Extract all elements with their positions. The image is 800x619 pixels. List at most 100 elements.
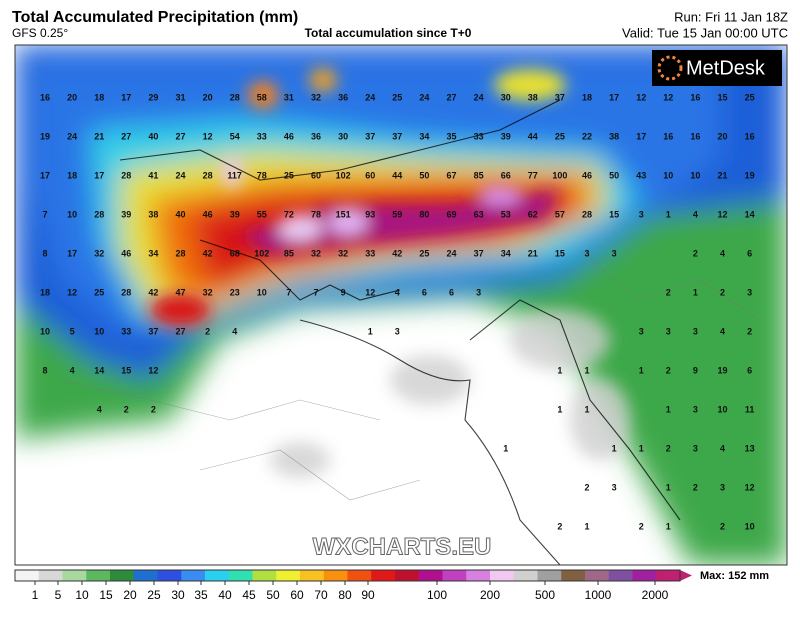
map-value: 12 <box>636 92 646 102</box>
map-value: 21 <box>717 170 727 180</box>
colorbar-tick-label: 80 <box>338 588 352 602</box>
colorbar-segment <box>347 570 372 581</box>
map-value: 3 <box>612 248 617 258</box>
map-value: 15 <box>555 248 565 258</box>
map-value: 1 <box>503 443 508 453</box>
map-value: 16 <box>690 131 700 141</box>
map-value: 39 <box>121 209 131 219</box>
map-value: 35 <box>446 131 456 141</box>
map-value: 34 <box>419 131 429 141</box>
colorbar-tick-label: 30 <box>171 588 185 602</box>
map-value: 53 <box>501 209 511 219</box>
map-value: 28 <box>203 170 213 180</box>
map-value: 9 <box>341 287 346 297</box>
map-value: 2 <box>205 326 210 336</box>
colorbar-segment <box>300 570 325 581</box>
map-value: 4 <box>97 404 102 414</box>
map-value: 24 <box>67 131 77 141</box>
map-value: 6 <box>449 287 454 297</box>
colorbar-segment <box>395 570 420 581</box>
map-value: 28 <box>121 287 131 297</box>
colorbar-tick-label: 1000 <box>585 588 612 602</box>
map-value: 6 <box>747 248 752 258</box>
map-value: 12 <box>663 92 673 102</box>
map-value: 29 <box>148 92 158 102</box>
map-value: 50 <box>419 170 429 180</box>
map-value: 15 <box>121 365 131 375</box>
colorbar-segment <box>252 570 277 581</box>
map-value: 2 <box>666 287 671 297</box>
map-value: 72 <box>284 209 294 219</box>
map-value: 6 <box>422 287 427 297</box>
map-value: 3 <box>693 404 698 414</box>
map-value: 33 <box>121 326 131 336</box>
map-value: 46 <box>284 131 294 141</box>
map-value: 25 <box>94 287 104 297</box>
map-value: 32 <box>311 248 321 258</box>
map-value: 1 <box>666 521 671 531</box>
map-value: 85 <box>474 170 484 180</box>
map-value: 37 <box>392 131 402 141</box>
colorbar-tick-label: 20 <box>123 588 137 602</box>
map-value: 21 <box>94 131 104 141</box>
colorbar-tick-label: 60 <box>290 588 304 602</box>
map-value: 19 <box>40 131 50 141</box>
map-value: 2 <box>720 287 725 297</box>
map-value: 1 <box>557 365 562 375</box>
map-value: 1 <box>584 521 589 531</box>
map-value: 16 <box>745 131 755 141</box>
colorbar-tick-label: 50 <box>266 588 280 602</box>
map-value: 57 <box>555 209 565 219</box>
map-value: 12 <box>148 365 158 375</box>
colorbar-segment <box>86 570 111 581</box>
map-value: 10 <box>690 170 700 180</box>
map-value: 1 <box>666 482 671 492</box>
map-value: 54 <box>230 131 240 141</box>
map-value: 102 <box>254 248 269 258</box>
map-value: 12 <box>745 482 755 492</box>
map-value: 33 <box>365 248 375 258</box>
map-value: 7 <box>42 209 47 219</box>
colorbar-segment <box>228 570 253 581</box>
map-value: 25 <box>745 92 755 102</box>
map-value: 28 <box>175 248 185 258</box>
map-value: 10 <box>257 287 267 297</box>
map-value: 28 <box>121 170 131 180</box>
map-value: 66 <box>501 170 511 180</box>
map-value: 1 <box>639 365 644 375</box>
map-value: 32 <box>311 92 321 102</box>
map-value: 17 <box>636 131 646 141</box>
map-value: 55 <box>257 209 267 219</box>
map-value: 19 <box>745 170 755 180</box>
map-value: 16 <box>663 131 673 141</box>
map-value: 9 <box>693 365 698 375</box>
map-value: 4 <box>720 443 725 453</box>
map-value: 16 <box>690 92 700 102</box>
map-value: 4 <box>232 326 237 336</box>
map-value: 20 <box>717 131 727 141</box>
map-value: 43 <box>636 170 646 180</box>
map-value: 32 <box>338 248 348 258</box>
colorbar-tick-label: 40 <box>218 588 232 602</box>
colorbar-segment <box>466 570 491 581</box>
map-value: 10 <box>745 521 755 531</box>
colorbar-tick-label: 15 <box>99 588 113 602</box>
watermark: WXCHARTS.EU <box>313 533 492 560</box>
map-value: 23 <box>230 287 240 297</box>
map-value: 14 <box>745 209 755 219</box>
map-value: 10 <box>67 209 77 219</box>
colorbar-segment <box>656 570 681 581</box>
map-value: 60 <box>311 170 321 180</box>
map-value: 1 <box>666 209 671 219</box>
colorbar-segment <box>38 570 63 581</box>
map-value: 38 <box>148 209 158 219</box>
map-value: 18 <box>582 92 592 102</box>
map-value: 1 <box>584 365 589 375</box>
map-value: 3 <box>612 482 617 492</box>
colorbar-segment <box>632 570 657 581</box>
map-value: 3 <box>639 209 644 219</box>
map-value: 151 <box>336 209 351 219</box>
map-value: 28 <box>230 92 240 102</box>
colorbar-segment <box>585 570 610 581</box>
map-value: 6 <box>747 365 752 375</box>
